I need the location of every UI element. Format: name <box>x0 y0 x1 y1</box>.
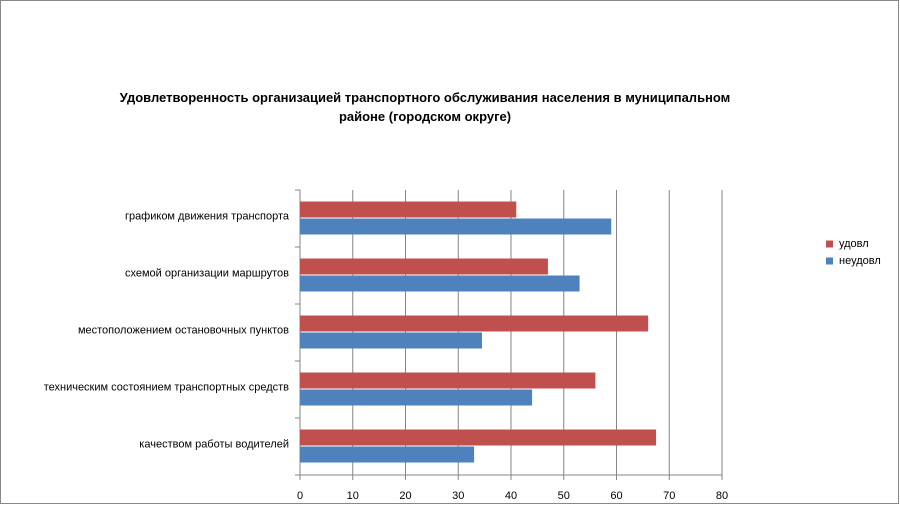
x-tick-label: 10 <box>347 490 359 502</box>
legend-swatch <box>826 257 833 265</box>
x-tick-label: 20 <box>399 490 411 502</box>
y-tick-label: местоположением остановочных пунктов <box>78 324 289 336</box>
legend-swatch <box>826 240 833 248</box>
bar <box>300 218 612 235</box>
x-tick-label: 80 <box>716 490 728 502</box>
bar <box>300 258 548 275</box>
bar <box>300 275 580 292</box>
x-tick-label: 30 <box>452 490 464 502</box>
bar <box>300 446 475 463</box>
x-tick-label: 40 <box>505 490 517 502</box>
bar <box>300 315 649 332</box>
chart-title: Удовлетворенность организацией транспорт… <box>119 90 731 124</box>
bar <box>300 429 657 446</box>
bar <box>300 372 596 389</box>
bar <box>300 389 533 406</box>
bar <box>300 201 517 218</box>
bar <box>300 332 482 349</box>
y-tick-label: качеством работы водителей <box>139 438 289 450</box>
x-tick-label: 0 <box>297 490 303 502</box>
legend-label: неудовл <box>839 255 881 267</box>
y-tick-label: графиком движения транспорта <box>125 210 290 222</box>
legend-label: удовл <box>839 238 869 250</box>
y-tick-label: техническим состоянием транспортных сред… <box>44 381 289 393</box>
y-tick-label: схемой организации маршрутов <box>125 267 289 279</box>
x-tick-label: 60 <box>610 490 622 502</box>
x-tick-label: 70 <box>663 490 675 502</box>
x-tick-label: 50 <box>558 490 570 502</box>
